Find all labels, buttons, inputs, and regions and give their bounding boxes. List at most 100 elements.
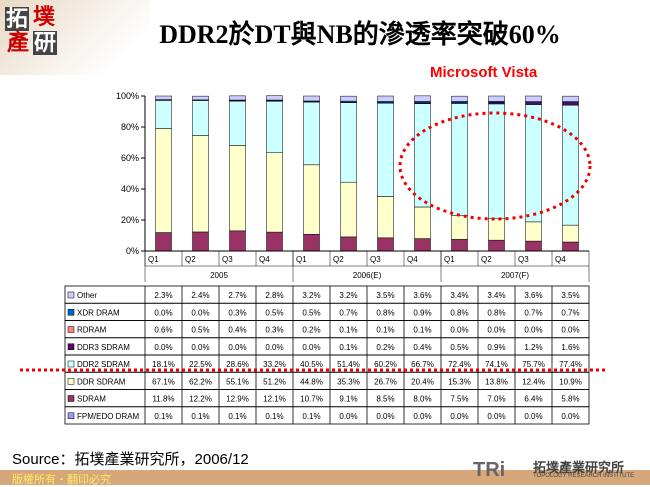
bar-segment-sdram bbox=[156, 233, 172, 251]
table-cell: 55.1% bbox=[226, 377, 249, 386]
table-cell: 0.5% bbox=[191, 326, 209, 335]
bar-segment-other bbox=[526, 96, 542, 102]
bar-segment-ddr2-sdram bbox=[452, 103, 468, 215]
bar-segment-ddr2-sdram bbox=[489, 104, 505, 219]
table-cell: 74.1% bbox=[485, 360, 508, 369]
legend-label: FPM/EDO DRAM bbox=[77, 412, 140, 421]
bar-segment-ddr2-sdram bbox=[415, 104, 431, 207]
legend-label: XDR DRAM bbox=[77, 308, 120, 317]
bar-segment-ddr2-sdram bbox=[563, 105, 579, 225]
quarter-label: Q3 bbox=[222, 255, 233, 264]
table-cell: 0.9% bbox=[487, 343, 505, 352]
table-cell: 0.0% bbox=[561, 412, 579, 421]
table-cell: 72.4% bbox=[448, 360, 471, 369]
legend-swatch bbox=[68, 413, 74, 419]
table-cell: 40.5% bbox=[300, 360, 323, 369]
table-cell: 0.5% bbox=[450, 343, 468, 352]
table-cell: 0.5% bbox=[265, 308, 283, 317]
bar-segment-sdram bbox=[267, 232, 283, 251]
table-cell: 8.0% bbox=[413, 395, 431, 404]
table-cell: 0.3% bbox=[228, 308, 246, 317]
bar-segment-other bbox=[156, 96, 172, 100]
table-cell: 1.6% bbox=[561, 343, 579, 352]
table-cell: 3.4% bbox=[487, 291, 505, 300]
bar-segment-ddr-sdram bbox=[267, 153, 283, 232]
table-cell: 0.0% bbox=[450, 326, 468, 335]
table-cell: 33.2% bbox=[263, 360, 286, 369]
table-cell: 18.1% bbox=[152, 360, 175, 369]
table-cell: 0.2% bbox=[376, 343, 394, 352]
table-cell: 2.7% bbox=[228, 291, 246, 300]
bar-segment-sdram bbox=[452, 239, 468, 251]
table-cell: 2.3% bbox=[154, 291, 172, 300]
bar-segment-ddr-sdram bbox=[526, 222, 542, 241]
table-cell: 0.4% bbox=[228, 326, 246, 335]
table-cell: 0.0% bbox=[191, 343, 209, 352]
year-label: 2007(F) bbox=[501, 271, 529, 280]
table-row bbox=[65, 321, 589, 338]
bar-segment-other bbox=[563, 96, 579, 101]
legend-swatch bbox=[68, 361, 74, 367]
bar-segment-ddr-sdram bbox=[156, 129, 172, 233]
table-cell: 0.0% bbox=[154, 308, 172, 317]
table-cell: 12.4% bbox=[522, 377, 545, 386]
table-cell: 10.9% bbox=[559, 377, 582, 386]
bar-segment-other bbox=[415, 96, 431, 102]
legend-label: RDRAM bbox=[77, 326, 107, 335]
year-label: 2006(E) bbox=[353, 271, 382, 280]
y-tick-label: 60% bbox=[121, 153, 139, 163]
table-cell: 11.8% bbox=[152, 395, 174, 404]
y-tick-label: 80% bbox=[121, 122, 139, 132]
quarter-label: Q1 bbox=[444, 255, 455, 264]
tri-logo: TRi bbox=[473, 459, 505, 482]
bar-segment-ddr-sdram bbox=[563, 225, 579, 242]
quarter-label: Q1 bbox=[296, 255, 307, 264]
table-cell: 0.1% bbox=[413, 326, 431, 335]
table-cell: 3.4% bbox=[450, 291, 468, 300]
table-cell: 51.4% bbox=[337, 360, 360, 369]
table-cell: 0.5% bbox=[302, 308, 320, 317]
table-cell: 0.0% bbox=[561, 326, 579, 335]
bar-segment-ddr-sdram bbox=[378, 196, 394, 237]
table-cell: 0.0% bbox=[524, 412, 542, 421]
table-cell: 0.1% bbox=[265, 412, 283, 421]
table-cell: 0.4% bbox=[413, 343, 431, 352]
bar-segment-other bbox=[193, 96, 209, 100]
bar-segment-other bbox=[267, 96, 283, 100]
table-cell: 2.4% bbox=[191, 291, 209, 300]
table-row bbox=[65, 303, 589, 320]
legend-swatch bbox=[68, 396, 74, 402]
table-cell: 66.7% bbox=[411, 360, 434, 369]
table-cell: 0.1% bbox=[339, 343, 357, 352]
quarter-label: Q4 bbox=[555, 255, 566, 264]
legend-swatch bbox=[68, 309, 74, 315]
y-tick-label: 40% bbox=[121, 184, 139, 194]
bar-segment-other bbox=[452, 96, 468, 101]
legend-swatch bbox=[68, 327, 74, 333]
bar-segment-ddr-sdram bbox=[341, 182, 357, 237]
table-cell: 0.8% bbox=[450, 308, 468, 317]
table-cell: 35.3% bbox=[337, 377, 360, 386]
table-cell: 0.1% bbox=[191, 412, 209, 421]
table-cell: 0.1% bbox=[302, 412, 320, 421]
table-row bbox=[65, 390, 589, 407]
table-cell: 0.6% bbox=[154, 326, 172, 335]
table-cell: 77.4% bbox=[559, 360, 582, 369]
quarter-label: Q2 bbox=[481, 255, 492, 264]
y-tick-label: 20% bbox=[121, 215, 139, 225]
table-cell: 12.1% bbox=[263, 395, 286, 404]
bar-segment-other bbox=[378, 96, 394, 101]
table-cell: 0.0% bbox=[413, 412, 431, 421]
bar-segment-sdram bbox=[415, 239, 431, 251]
bar-segment-sdram bbox=[193, 232, 209, 251]
bar-segment-ddr3-sdram bbox=[563, 103, 579, 105]
legend-label: DDR SDRAM bbox=[77, 377, 126, 386]
table-cell: 0.3% bbox=[265, 326, 283, 335]
quarter-label: Q3 bbox=[518, 255, 529, 264]
bar-segment-ddr2-sdram bbox=[267, 101, 283, 152]
bar-segment-ddr-sdram bbox=[415, 207, 431, 239]
table-cell: 0.2% bbox=[302, 326, 320, 335]
bar-segment-ddr2-sdram bbox=[193, 101, 209, 136]
bar-segment-other bbox=[489, 96, 505, 101]
